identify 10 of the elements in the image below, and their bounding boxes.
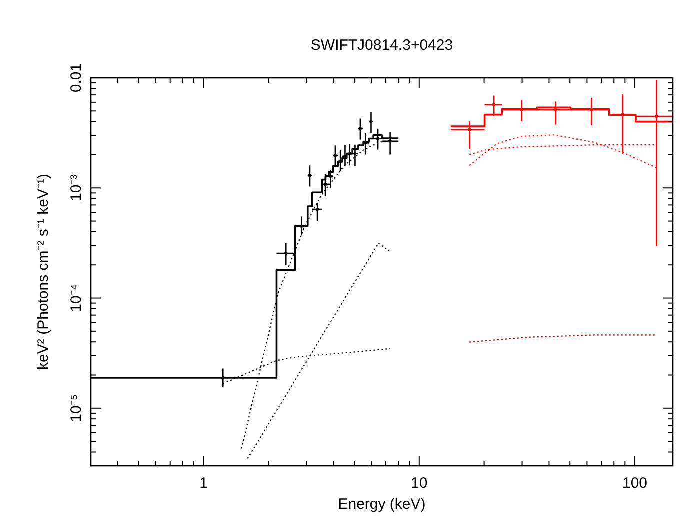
y-tick-label: 10⁻³ xyxy=(68,174,85,202)
y-tick-label: 10⁻⁴ xyxy=(68,284,85,312)
x-tick-label: 1 xyxy=(200,475,208,492)
x-tick-label: 10 xyxy=(411,475,428,492)
y-axis-title: keV² (Photons cm⁻² s⁻¹ keV⁻¹) xyxy=(35,174,52,370)
chart-title: SWIFTJ0814.3+0423 xyxy=(310,37,454,54)
y-tick-label: 10⁻⁵ xyxy=(68,394,85,422)
x-tick-label: 100 xyxy=(622,475,648,492)
y-tick-label: 0.01 xyxy=(68,63,85,93)
x-axis-title: Energy (keV) xyxy=(338,496,426,513)
